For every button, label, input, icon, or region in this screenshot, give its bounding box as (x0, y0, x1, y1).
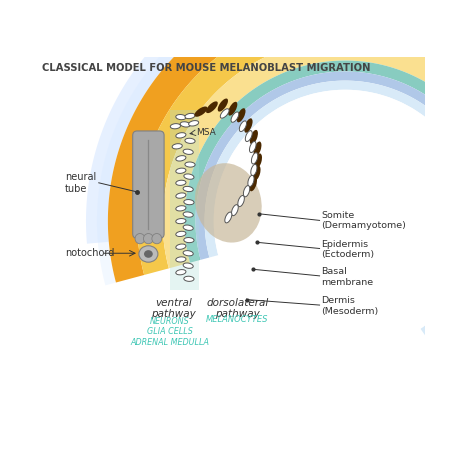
Text: MSA: MSA (196, 128, 216, 137)
Ellipse shape (253, 165, 261, 181)
Ellipse shape (176, 193, 186, 198)
Ellipse shape (144, 234, 153, 244)
Ellipse shape (176, 133, 186, 138)
Ellipse shape (184, 200, 194, 205)
Ellipse shape (176, 206, 186, 211)
Ellipse shape (152, 234, 162, 244)
Ellipse shape (206, 101, 218, 113)
Polygon shape (163, 39, 474, 371)
Ellipse shape (176, 180, 186, 185)
Ellipse shape (255, 154, 262, 168)
Text: NEURONS
GLIA CELLS
ADRENAL MEDULLA: NEURONS GLIA CELLS ADRENAL MEDULLA (130, 317, 210, 346)
Text: Somite
(Dermamyotome): Somite (Dermamyotome) (321, 210, 406, 230)
Circle shape (214, 91, 474, 352)
Ellipse shape (176, 270, 186, 275)
Ellipse shape (228, 102, 237, 116)
Ellipse shape (231, 205, 238, 216)
Ellipse shape (176, 219, 186, 224)
Ellipse shape (176, 168, 186, 173)
Ellipse shape (251, 153, 258, 164)
Ellipse shape (176, 155, 186, 161)
Ellipse shape (139, 246, 158, 262)
Polygon shape (195, 72, 474, 344)
Ellipse shape (172, 144, 182, 149)
Ellipse shape (176, 257, 186, 262)
Ellipse shape (220, 109, 229, 118)
Ellipse shape (185, 138, 195, 144)
Ellipse shape (244, 186, 250, 197)
Ellipse shape (183, 212, 193, 217)
Ellipse shape (249, 142, 256, 153)
Ellipse shape (184, 276, 194, 282)
Ellipse shape (246, 131, 252, 142)
Ellipse shape (183, 263, 193, 268)
Ellipse shape (180, 122, 191, 127)
FancyBboxPatch shape (133, 131, 164, 238)
Ellipse shape (185, 162, 195, 167)
Ellipse shape (248, 175, 254, 187)
Polygon shape (170, 110, 199, 291)
Polygon shape (205, 81, 474, 336)
Ellipse shape (249, 176, 257, 191)
Text: ventral
pathway: ventral pathway (151, 298, 196, 319)
Ellipse shape (144, 250, 153, 258)
Polygon shape (184, 61, 474, 353)
Ellipse shape (176, 115, 186, 120)
Ellipse shape (189, 120, 199, 126)
Ellipse shape (185, 113, 195, 118)
Polygon shape (97, 0, 430, 285)
Ellipse shape (238, 195, 245, 207)
Text: dorsolateral
pathway: dorsolateral pathway (206, 298, 269, 319)
Ellipse shape (239, 121, 246, 132)
Text: neural
tube: neural tube (65, 172, 96, 193)
Ellipse shape (195, 163, 262, 243)
Text: CLASSICAL MODEL FOR MOUSE MELANOBLAST MIGRATION: CLASSICAL MODEL FOR MOUSE MELANOBLAST MI… (42, 64, 371, 73)
Ellipse shape (231, 112, 239, 122)
Polygon shape (137, 13, 474, 392)
Ellipse shape (170, 124, 181, 129)
Ellipse shape (254, 142, 262, 156)
Ellipse shape (225, 212, 232, 223)
Text: Epidermis
(Ectoderm): Epidermis (Ectoderm) (321, 240, 374, 259)
Ellipse shape (183, 186, 193, 191)
Ellipse shape (176, 231, 186, 237)
Text: MELANOCYTES: MELANOCYTES (206, 315, 269, 324)
Polygon shape (108, 0, 474, 415)
Ellipse shape (244, 118, 253, 133)
Ellipse shape (218, 99, 228, 111)
Ellipse shape (183, 225, 193, 230)
Ellipse shape (184, 237, 194, 243)
Text: Basal
membrane: Basal membrane (321, 267, 374, 287)
Polygon shape (86, 0, 390, 244)
Text: notochord: notochord (65, 248, 114, 258)
Ellipse shape (251, 164, 257, 176)
Text: Dermis
(Mesoderm): Dermis (Mesoderm) (321, 296, 379, 316)
Ellipse shape (250, 130, 258, 145)
Ellipse shape (183, 149, 193, 155)
Ellipse shape (237, 108, 246, 122)
Ellipse shape (194, 107, 208, 117)
Ellipse shape (184, 174, 194, 179)
Ellipse shape (176, 244, 186, 249)
Ellipse shape (183, 251, 193, 256)
Ellipse shape (135, 234, 145, 244)
